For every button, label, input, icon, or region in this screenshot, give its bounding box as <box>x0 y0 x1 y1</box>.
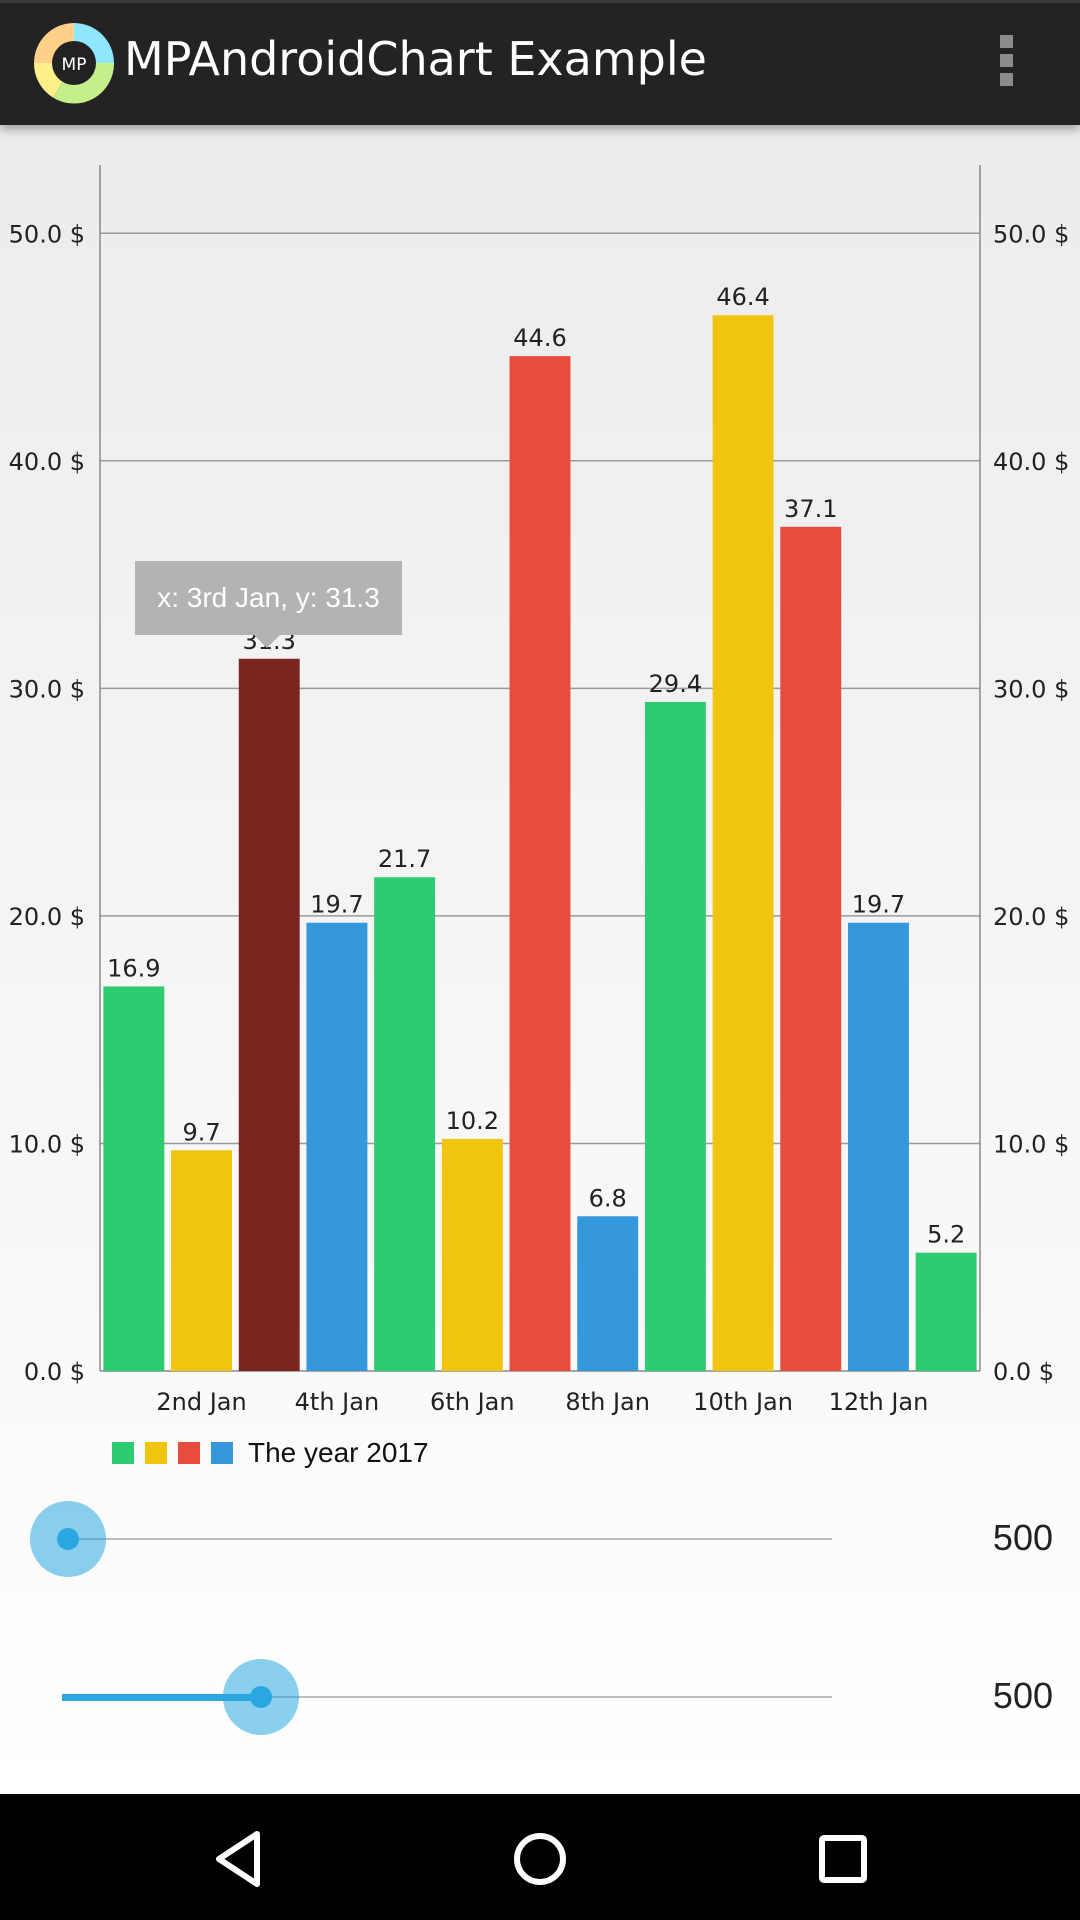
bar[interactable] <box>441 1138 503 1371</box>
recents-icon[interactable] <box>808 1824 878 1894</box>
bar-value-label: 16.9 <box>107 954 160 982</box>
y-tick-label-left: 40.0 $ <box>9 448 85 476</box>
legend-label: The year 2017 <box>248 1437 429 1468</box>
bar[interactable] <box>848 922 909 1371</box>
y-tick-label-right: 10.0 $ <box>993 1130 1069 1158</box>
slider-track[interactable] <box>62 1696 832 1698</box>
slider-thumb[interactable] <box>249 1686 272 1708</box>
y-tick-label-left: 0.0 $ <box>24 1358 85 1386</box>
y-tick-label-right: 50.0 $ <box>993 220 1069 248</box>
app-bar: MP MPAndroidChart Example <box>0 0 1080 125</box>
slider-readout: 500 <box>992 1517 1053 1558</box>
bar-value-label: 9.7 <box>182 1118 220 1146</box>
bar-value-label: 29.4 <box>649 670 702 698</box>
bar[interactable] <box>509 356 571 1371</box>
y-tick-label-left: 50.0 $ <box>9 220 85 248</box>
slider-thumb[interactable] <box>57 1528 79 1550</box>
bar[interactable] <box>238 658 300 1371</box>
y-tick-label-right: 0.0 $ <box>993 1358 1054 1386</box>
slider-fill <box>62 1694 255 1701</box>
value-marker: x: 3rd Jan, y: 31.3 <box>135 561 402 635</box>
y-tick-label-right: 20.0 $ <box>993 903 1069 931</box>
bar-value-label: 19.7 <box>852 891 905 919</box>
app-logo-icon: MP <box>33 23 115 104</box>
y-tick-label-right: 30.0 $ <box>993 675 1069 703</box>
x-tick-label: 6th Jan <box>430 1388 515 1415</box>
bar[interactable] <box>103 986 165 1371</box>
y-tick-label-left: 30.0 $ <box>9 675 85 703</box>
status-strip <box>0 0 1080 3</box>
home-icon[interactable] <box>505 1824 575 1894</box>
slider-y-range[interactable]: 500 <box>0 1657 1080 1737</box>
bar[interactable] <box>712 315 774 1371</box>
legend-swatch-green <box>112 1442 134 1464</box>
x-tick-label: 4th Jan <box>295 1388 380 1415</box>
app-title: MPAndroidChart Example <box>124 32 707 86</box>
bar-value-label: 19.7 <box>310 891 363 919</box>
bar[interactable] <box>780 526 842 1371</box>
value-marker-pointer <box>254 635 280 648</box>
bar-value-label: 6.8 <box>589 1184 627 1212</box>
x-tick-label: 10th Jan <box>693 1388 793 1415</box>
slider-x-range[interactable]: 500 <box>0 1499 1080 1579</box>
bar[interactable] <box>171 1150 232 1371</box>
bar[interactable] <box>374 877 436 1371</box>
x-tick-label: 2nd Jan <box>156 1388 246 1415</box>
x-tick-label: 12th Jan <box>829 1388 929 1415</box>
slider-readout: 500 <box>992 1675 1053 1716</box>
y-tick-label-left: 20.0 $ <box>9 903 85 931</box>
y-tick-label-left: 10.0 $ <box>9 1130 85 1158</box>
bar[interactable] <box>915 1252 977 1371</box>
bar-value-label: 5.2 <box>927 1221 965 1249</box>
legend-swatch-blue <box>211 1442 233 1464</box>
bar-value-label: 10.2 <box>446 1107 499 1135</box>
y-tick-label-right: 40.0 $ <box>993 448 1069 476</box>
overflow-menu-icon[interactable] <box>990 30 1022 94</box>
legend-swatch-yellow <box>145 1442 167 1464</box>
back-icon[interactable] <box>205 1824 275 1894</box>
legend-swatch-red <box>178 1442 200 1464</box>
bar[interactable] <box>644 702 706 1371</box>
bar[interactable] <box>577 1216 639 1371</box>
bar-chart[interactable]: 0.0 $ 0.0 $ 10.0 $ 10.0 $ 20.0 $ 20.0 $ 30.0 $… <box>0 125 1080 1415</box>
content-area: 0.0 $ 0.0 $ 10.0 $ 10.0 $ 20.0 $ 20.0 $ 30.0 $… <box>0 125 1080 1794</box>
bar-value-label: 21.7 <box>378 845 431 873</box>
bar[interactable] <box>306 922 368 1371</box>
navigation-bar <box>0 1794 1080 1920</box>
logo-text: MP <box>62 55 87 75</box>
x-tick-label: 8th Jan <box>565 1388 650 1415</box>
bar-value-label: 44.6 <box>513 324 566 352</box>
chart-legend: The year 2017 <box>112 1437 429 1468</box>
bar-value-label: 37.1 <box>784 495 837 523</box>
bar-value-label: 46.4 <box>716 283 769 311</box>
slider-track[interactable] <box>62 1538 832 1540</box>
